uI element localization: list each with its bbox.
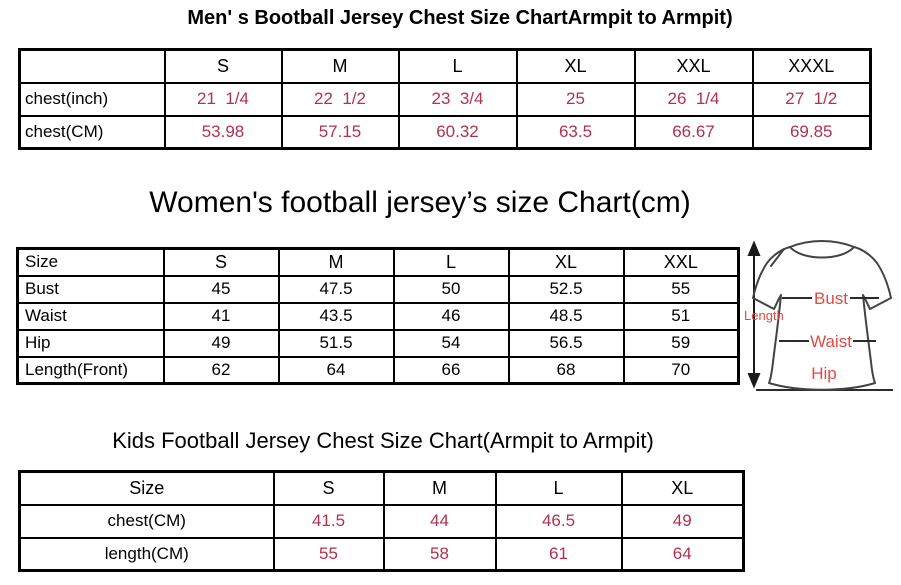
- column-header: Size: [18, 470, 275, 506]
- women-size-table: Size S M L XL XXL Bust 45 47.5 50 52.5 55 Waist 41 43.…: [16, 247, 740, 385]
- row-label: Length(Front): [16, 355, 165, 385]
- row-label: chest(inch): [18, 81, 166, 117]
- table-row: chest(inch) 21 1/4 22 1/2 23 3/4 25 26 1/4 27 …: [18, 81, 872, 117]
- women-chart-title: Women's football jersey’s size Chart(cm): [149, 186, 691, 219]
- value-cell: 46: [392, 301, 510, 331]
- value-cell: 57.15: [280, 114, 400, 150]
- column-header: XL: [515, 48, 636, 84]
- value-cell: 41.5: [272, 503, 385, 539]
- tshirt-measurement-diagram: Bust Waist Hip Length: [744, 240, 893, 391]
- header-row: Size S M L XL: [18, 470, 745, 506]
- value-cell: 46.5: [494, 503, 623, 539]
- value-cell: 44: [382, 503, 497, 539]
- column-header: XL: [620, 470, 745, 506]
- row-label: chest(CM): [18, 503, 275, 539]
- value-cell: 66: [392, 355, 510, 385]
- length-arrow-icon: [747, 240, 761, 389]
- kids-chart-title: Kids Football Jersey Chest Size Chart(Ar…: [112, 428, 654, 453]
- value-cell: 50: [392, 274, 510, 304]
- value-cell: 64: [277, 355, 395, 385]
- value-cell: 23 3/4: [397, 81, 518, 117]
- tshirt-outline-icon: [752, 240, 892, 391]
- table-row: length(CM) 55 58 61 64: [18, 536, 745, 572]
- value-cell: 45: [162, 274, 280, 304]
- value-cell: 69.85: [751, 114, 872, 150]
- value-cell: 55: [272, 536, 385, 572]
- value-cell: 47.5: [277, 274, 395, 304]
- value-cell: 53.98: [163, 114, 283, 150]
- bust-label: Bust: [814, 289, 848, 308]
- column-header: M: [277, 247, 395, 277]
- value-cell: 51.5: [277, 328, 395, 358]
- value-cell: 66.67: [633, 114, 754, 150]
- men-size-table: S M L XL XXL XXXL chest(inch) 21 1/4 22 1/2 23 3/…: [18, 48, 872, 150]
- column-header: XL: [507, 247, 625, 277]
- column-header: L: [397, 48, 518, 84]
- value-cell: 60.32: [397, 114, 518, 150]
- value-cell: 43.5: [277, 301, 395, 331]
- value-cell: 62: [162, 355, 280, 385]
- length-label: Length: [744, 308, 784, 323]
- value-cell: 54: [392, 328, 510, 358]
- value-cell: 68: [507, 355, 625, 385]
- value-cell: 49: [162, 328, 280, 358]
- row-label: length(CM): [18, 536, 275, 572]
- table-row: Waist 41 43.5 46 48.5 51: [16, 301, 740, 331]
- value-cell: 22 1/2: [280, 81, 400, 117]
- kids-size-table: Size S M L XL chest(CM) 41.5 44 46.5 49 length(CM)…: [18, 470, 745, 572]
- column-header: S: [272, 470, 385, 506]
- column-header: L: [392, 247, 510, 277]
- row-label: Hip: [16, 328, 165, 358]
- value-cell: 59: [622, 328, 740, 358]
- column-header: M: [280, 48, 400, 84]
- value-cell: 56.5: [507, 328, 625, 358]
- column-header: S: [162, 247, 280, 277]
- value-cell: 61: [494, 536, 623, 572]
- value-cell: 70: [622, 355, 740, 385]
- table-row: Bust 45 47.5 50 52.5 55: [16, 274, 740, 304]
- hip-label: Hip: [811, 364, 837, 383]
- header-row: S M L XL XXL XXXL: [18, 48, 872, 84]
- value-cell: 49: [620, 503, 745, 539]
- value-cell: 55: [622, 274, 740, 304]
- row-label: chest(CM): [18, 114, 166, 150]
- value-cell: 41: [162, 301, 280, 331]
- row-label: Bust: [16, 274, 165, 304]
- men-chart-title: Men' s Bootball Jersey Chest Size ChartA…: [187, 7, 733, 29]
- value-cell: 27 1/2: [751, 81, 872, 117]
- table-row: chest(CM) 41.5 44 46.5 49: [18, 503, 745, 539]
- column-header: XXL: [633, 48, 754, 84]
- value-cell: 51: [622, 301, 740, 331]
- column-header: Size: [16, 247, 165, 277]
- header-row: Size S M L XL XXL: [16, 247, 740, 277]
- value-cell: 64: [620, 536, 745, 572]
- value-cell: 63.5: [515, 114, 636, 150]
- column-header: M: [382, 470, 497, 506]
- value-cell: 48.5: [507, 301, 625, 331]
- column-header: XXL: [622, 247, 740, 277]
- column-header: XXXL: [751, 48, 872, 84]
- table-row: Hip 49 51.5 54 56.5 59: [16, 328, 740, 358]
- row-label: Waist: [16, 301, 165, 331]
- column-header: L: [494, 470, 623, 506]
- value-cell: 25: [515, 81, 636, 117]
- column-header: S: [163, 48, 283, 84]
- table-row: chest(CM) 53.98 57.15 60.32 63.5 66.67 69.85: [18, 114, 872, 150]
- waist-label: Waist: [810, 332, 852, 351]
- value-cell: 52.5: [507, 274, 625, 304]
- value-cell: 21 1/4: [163, 81, 283, 117]
- value-cell: 26 1/4: [633, 81, 754, 117]
- value-cell: 58: [382, 536, 497, 572]
- table-row: Length(Front) 62 64 66 68 70: [16, 355, 740, 385]
- column-header: [18, 48, 166, 84]
